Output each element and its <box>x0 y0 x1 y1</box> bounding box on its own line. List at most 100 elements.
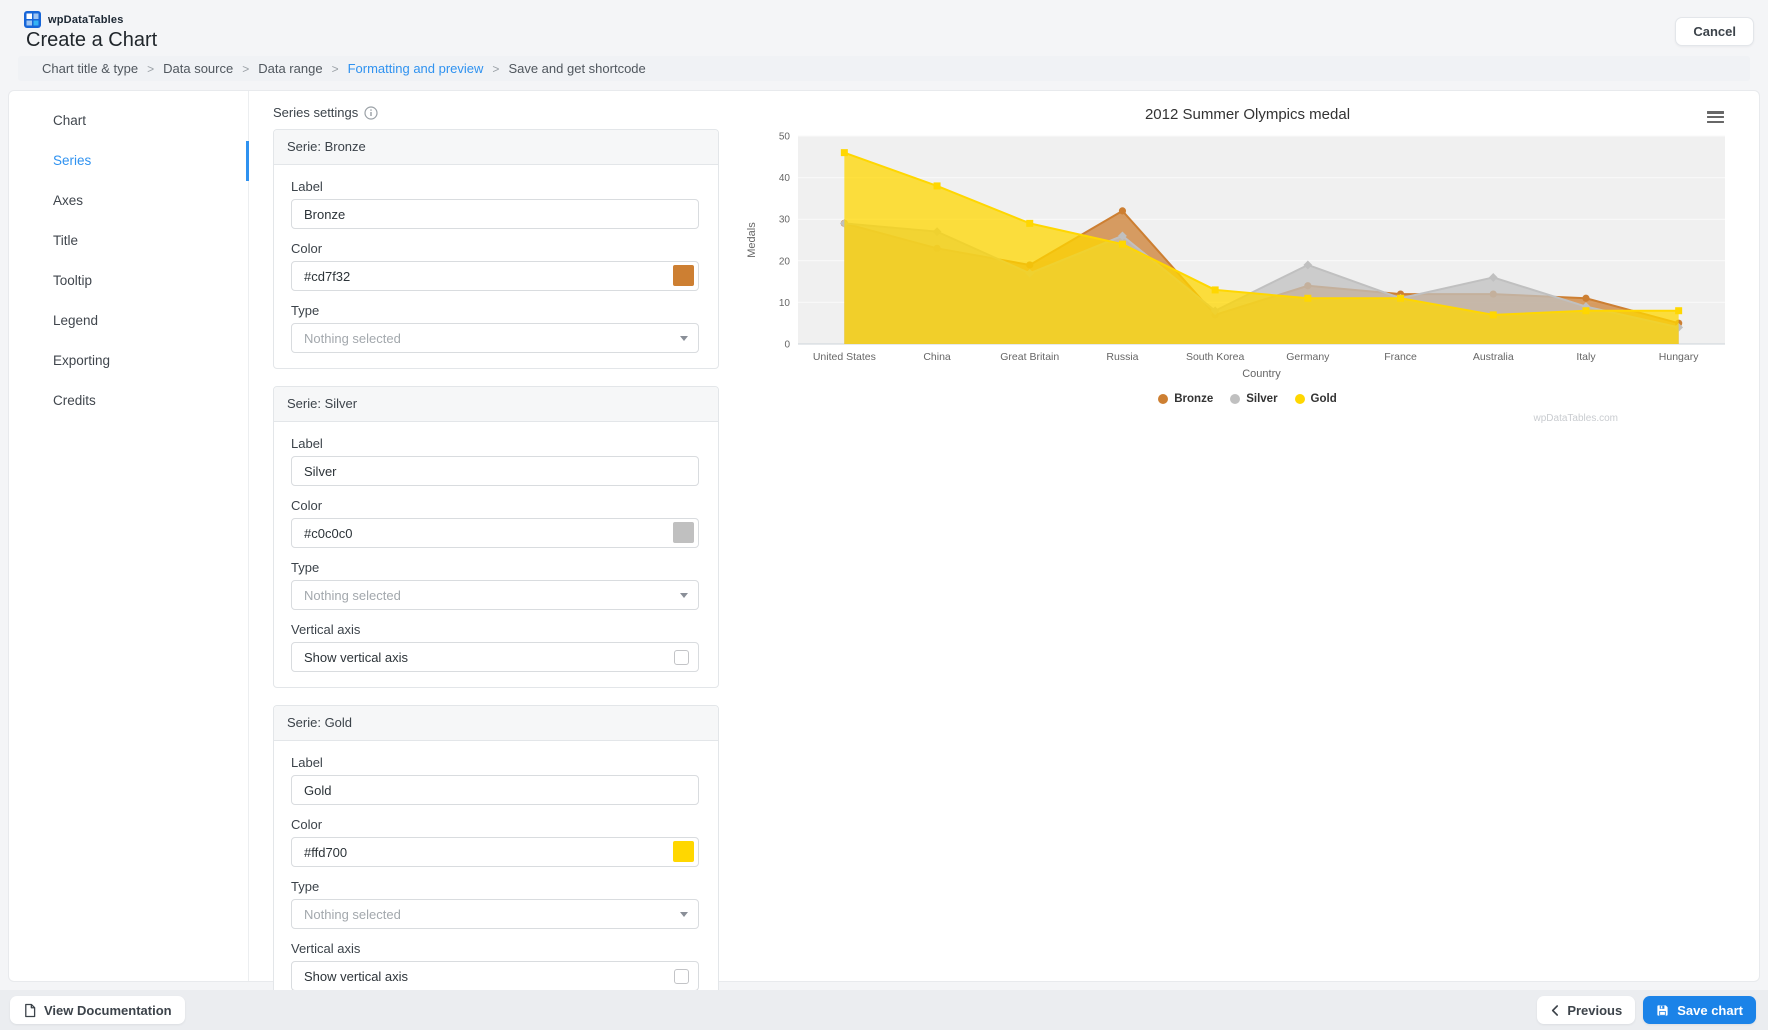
y-axis-tick-label: 50 <box>779 132 791 143</box>
breadcrumb-separator: > <box>492 61 500 76</box>
serie-card-gold: Serie: Gold Label Color Type Nothing sel… <box>273 705 719 1007</box>
main-panel: Chart Series Axes Title Tooltip Legend E… <box>8 90 1760 1007</box>
label-field-caption: Label <box>291 436 323 451</box>
vertical-axis-caption: Vertical axis <box>291 622 361 637</box>
silver-show-vertical-axis-checkbox[interactable] <box>674 649 689 665</box>
area-series-gold <box>844 152 1679 344</box>
series-marker-gold[interactable] <box>1489 311 1497 319</box>
breadcrumb: Chart title & type > Data source > Data … <box>18 56 1750 81</box>
legend-item-silver[interactable]: Silver <box>1230 393 1278 405</box>
chevron-down-icon <box>680 593 688 598</box>
bronze-label-input[interactable] <box>292 206 698 222</box>
sidebar-item-tooltip[interactable]: Tooltip <box>53 273 93 288</box>
chart-menu-button[interactable] <box>1707 111 1724 125</box>
gold-show-vertical-axis-checkbox[interactable] <box>674 968 689 984</box>
view-documentation-button[interactable]: View Documentation <box>10 996 185 1024</box>
breadcrumb-item-save-shortcode[interactable]: Save and get shortcode <box>508 61 646 76</box>
series-marker-gold[interactable] <box>1118 240 1126 248</box>
y-axis-tick-label: 30 <box>779 215 791 226</box>
save-chart-button[interactable]: Save chart <box>1643 996 1756 1024</box>
gold-label-input[interactable] <box>292 782 698 798</box>
series-marker-gold[interactable] <box>933 182 941 190</box>
cancel-button[interactable]: Cancel <box>1675 17 1754 46</box>
color-field-caption: Color <box>291 241 323 256</box>
watermark-link[interactable]: wpDataTables.com <box>1533 413 1618 424</box>
previous-button[interactable]: Previous <box>1537 996 1636 1024</box>
breadcrumb-separator: > <box>147 61 155 76</box>
x-axis-label: France <box>1384 351 1417 363</box>
silver-type-select[interactable]: Nothing selected <box>291 580 699 610</box>
bronze-color-swatch[interactable] <box>673 265 694 286</box>
series-marker-gold[interactable] <box>1304 294 1312 302</box>
bronze-type-placeholder: Nothing selected <box>304 330 401 346</box>
breadcrumb-item-data-source[interactable]: Data source <box>163 61 234 76</box>
chart-preview: 0 10 20 30 40 50 Medals United States China Great… <box>741 101 1754 437</box>
gold-type-placeholder: Nothing selected <box>304 906 401 922</box>
legend-label: Bronze <box>1174 393 1214 405</box>
show-vertical-axis-label: Show vertical axis <box>304 968 409 984</box>
chevron-left-icon <box>1552 1004 1559 1016</box>
breadcrumb-item-data-range[interactable]: Data range <box>258 61 323 76</box>
chart-canvas: 0 10 20 30 40 50 Medals United States China Great… <box>746 132 1725 380</box>
type-field-caption: Type <box>291 560 320 575</box>
bronze-type-select[interactable]: Nothing selected <box>291 323 699 353</box>
type-field-caption: Type <box>291 303 320 318</box>
breadcrumb-separator: > <box>331 61 339 76</box>
sidebar-item-exporting[interactable]: Exporting <box>53 353 111 368</box>
color-field-caption: Color <box>291 498 323 513</box>
chevron-down-icon <box>680 336 688 341</box>
series-marker-gold[interactable] <box>1397 294 1405 302</box>
gold-type-select[interactable]: Nothing selected <box>291 899 699 929</box>
bronze-color-input[interactable] <box>292 268 698 284</box>
gold-color-input[interactable] <box>292 844 698 860</box>
settings-sidebar: Chart Series Axes Title Tooltip Legend E… <box>9 91 249 981</box>
series-marker-gold[interactable] <box>1582 307 1590 315</box>
silver-label-input[interactable] <box>292 463 698 479</box>
sidebar-item-title[interactable]: Title <box>53 233 79 248</box>
legend-label: Gold <box>1310 393 1337 405</box>
breadcrumb-item-chart-title-type[interactable]: Chart title & type <box>42 61 139 76</box>
series-marker-gold[interactable] <box>1026 219 1034 227</box>
series-marker-silver[interactable] <box>1488 273 1498 282</box>
brand: wpDataTables <box>24 11 124 28</box>
series-marker-gold[interactable] <box>840 149 848 157</box>
series-marker-bronze[interactable] <box>1582 294 1590 302</box>
silver-color-input[interactable] <box>292 525 698 541</box>
x-axis-label: United States <box>813 351 876 363</box>
y-axis-title: Medals <box>746 222 758 258</box>
sidebar-item-credits[interactable]: Credits <box>53 393 96 408</box>
save-icon <box>1657 1004 1668 1016</box>
silver-vertical-axis-row: Show vertical axis <box>291 642 699 672</box>
info-icon[interactable] <box>364 105 378 120</box>
sidebar-item-axes[interactable]: Axes <box>53 193 84 208</box>
x-axis-label: Italy <box>1576 351 1596 363</box>
series-marker-silver[interactable] <box>1581 302 1591 311</box>
breadcrumb-item-formatting-preview[interactable]: Formatting and preview <box>347 61 484 76</box>
sidebar-item-series[interactable]: Series <box>53 153 92 168</box>
x-axis-label: Hungary <box>1659 351 1699 363</box>
series-marker-gold[interactable] <box>1211 286 1219 294</box>
x-axis-label: Russia <box>1106 351 1138 363</box>
series-marker-gold[interactable] <box>1675 307 1683 315</box>
brand-name: wpDataTables <box>48 13 124 26</box>
chart-legend: Bronze Silver Gold <box>741 393 1754 405</box>
sidebar-active-indicator <box>246 141 249 181</box>
x-axis-title: Country <box>1242 368 1281 380</box>
serie-card-bronze-title: Serie: Bronze <box>274 130 718 165</box>
silver-color-swatch[interactable] <box>673 522 694 543</box>
label-field-caption: Label <box>291 179 323 194</box>
legend-item-bronze[interactable]: Bronze <box>1158 393 1213 405</box>
sidebar-item-chart[interactable]: Chart <box>53 113 87 128</box>
gold-vertical-axis-row: Show vertical axis <box>291 961 699 991</box>
legend-item-gold[interactable]: Gold <box>1294 393 1337 405</box>
gold-color-swatch[interactable] <box>673 841 694 862</box>
y-axis-tick-label: 40 <box>779 173 791 184</box>
series-settings-panel: Series settings Serie: Bronze Label Colo… <box>273 105 719 1024</box>
x-axis-label: Germany <box>1286 351 1330 363</box>
wpdatatables-logo-icon <box>24 11 41 28</box>
sidebar-item-legend[interactable]: Legend <box>53 313 99 328</box>
series-marker-silver[interactable] <box>839 218 849 228</box>
type-field-caption: Type <box>291 879 320 894</box>
series-marker-bronze[interactable] <box>1118 207 1127 215</box>
